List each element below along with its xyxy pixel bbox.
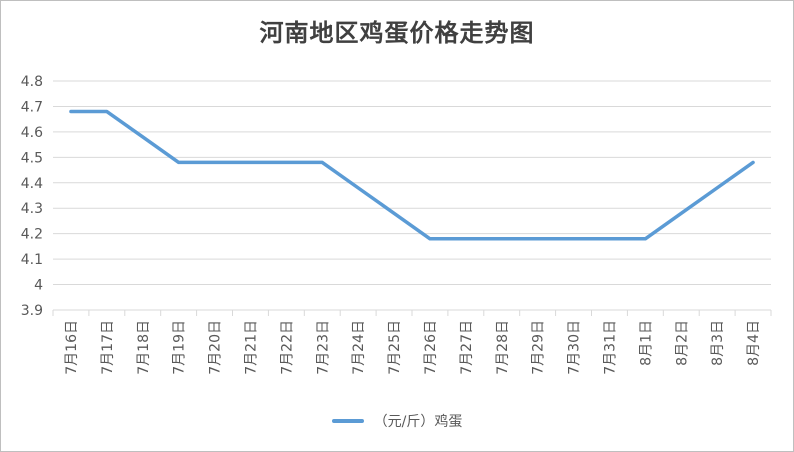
y-tick-label: 4.2: [21, 227, 43, 243]
legend-swatch: [331, 419, 364, 423]
x-tick-label: 7月18日: [136, 320, 152, 375]
legend-label: （元/斤）鸡蛋: [373, 414, 463, 430]
series-line-0: [69, 109, 755, 241]
y-tick-label: 4.4: [21, 176, 43, 192]
x-tick-label: 7月21日: [243, 320, 259, 375]
x-tick-label: 7月17日: [100, 320, 116, 375]
y-tick-label: 4: [34, 278, 43, 294]
x-tick-label: 8月3日: [710, 320, 726, 366]
y-tick-label: 4.6: [21, 125, 43, 141]
y-tick-label: 4.1: [21, 252, 43, 268]
x-tick-label: 7月20日: [208, 320, 224, 375]
chart-title: 河南地区鸡蛋价格走势图: [259, 19, 535, 47]
x-tick-label: 7月27日: [459, 320, 475, 375]
x-tick-label: 7月30日: [567, 320, 583, 375]
x-tick-label: 7月31日: [602, 320, 618, 375]
y-tick-label: 4.3: [21, 201, 43, 217]
y-tick-label: 3.9: [21, 303, 43, 319]
x-tick-label: 7月29日: [531, 320, 547, 375]
x-tick-label: 8月2日: [674, 320, 690, 366]
x-tick-label: 7月26日: [423, 320, 439, 375]
x-tick-label: 8月4日: [746, 320, 762, 366]
y-tick-label: 4.8: [21, 74, 43, 90]
legend: （元/斤）鸡蛋: [1, 411, 793, 431]
x-tick-label: 7月19日: [172, 320, 188, 375]
x-tick-label: 7月23日: [315, 320, 331, 375]
x-tick-label: 7月24日: [351, 320, 367, 375]
x-tick-label: 7月22日: [279, 320, 295, 375]
x-tick-label: 7月16日: [64, 320, 80, 375]
x-tick-label: 7月28日: [495, 320, 511, 375]
x-tick-label: 7月25日: [387, 320, 403, 375]
x-tick-label: 8月1日: [638, 320, 654, 366]
y-tick-label: 4.5: [21, 150, 43, 166]
y-tick-label: 4.7: [21, 99, 43, 115]
